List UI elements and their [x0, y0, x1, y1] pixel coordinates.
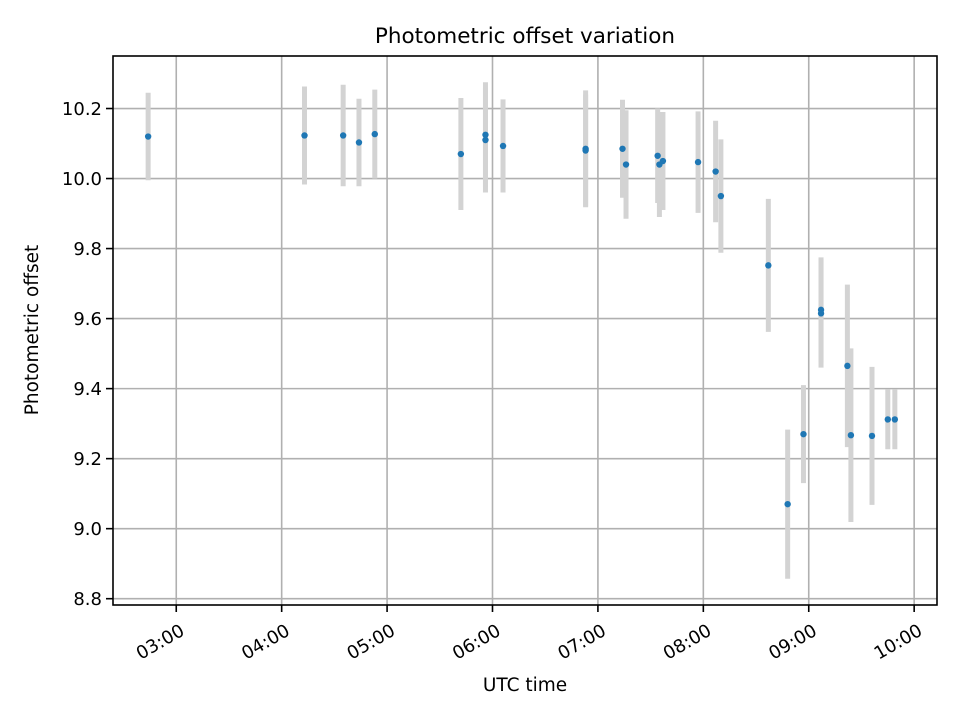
- data-point: [582, 147, 589, 154]
- data-point: [457, 150, 465, 158]
- x-axis-label: UTC time: [483, 675, 567, 696]
- data-point: [712, 168, 719, 175]
- data-point: [694, 158, 702, 166]
- data-point: [619, 145, 626, 152]
- data-point: [817, 310, 825, 317]
- y-tick-label: 10.2: [62, 99, 102, 120]
- y-tick-label: 9.6: [73, 309, 102, 330]
- chart-title: Photometric offset variation: [375, 24, 675, 49]
- data-point: [868, 432, 876, 440]
- data-point: [144, 133, 152, 140]
- y-axis-label: Photometric offset: [22, 245, 43, 416]
- tick-layer: 03:00 04:00 05:00 06:00 07:00 08:00 09:00 10:00…: [62, 99, 926, 664]
- plot-frame: [112, 55, 938, 606]
- y-tick-label: 9.0: [73, 519, 102, 540]
- data-point: [717, 192, 725, 200]
- point-layer: [144, 130, 899, 508]
- data-point: [784, 500, 791, 508]
- data-point: [891, 416, 899, 423]
- data-point: [884, 416, 892, 423]
- data-point: [765, 262, 772, 269]
- data-point: [355, 139, 363, 146]
- y-tick-label: 9.8: [73, 239, 102, 260]
- data-point: [482, 136, 489, 144]
- data-point: [339, 132, 347, 139]
- data-point: [659, 157, 667, 165]
- y-tick-label: 8.8: [73, 589, 102, 610]
- grid-layer: [113, 56, 937, 605]
- y-tick-label: 9.2: [73, 449, 102, 470]
- data-point: [654, 152, 661, 159]
- data-point: [499, 142, 507, 150]
- data-point: [844, 362, 851, 370]
- y-tick-label: 10.0: [62, 169, 102, 190]
- y-tick-label: 9.4: [73, 379, 102, 400]
- data-point: [301, 132, 308, 139]
- data-point: [622, 161, 630, 168]
- data-point: [371, 130, 378, 138]
- data-point: [800, 430, 807, 438]
- data-point: [847, 431, 855, 439]
- data-point: [482, 131, 489, 138]
